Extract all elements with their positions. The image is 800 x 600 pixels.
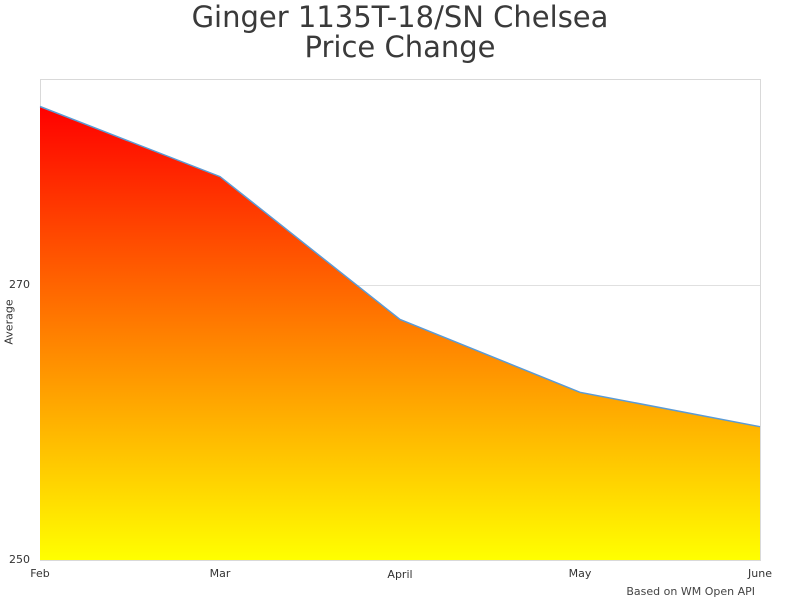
x-tick-label: June bbox=[748, 567, 772, 580]
credit-text: Based on WM Open API bbox=[626, 585, 755, 598]
x-tick-label: May bbox=[568, 567, 592, 580]
y-tick-label: 250 bbox=[9, 553, 30, 566]
x-tick-label: April bbox=[387, 568, 413, 581]
x-tick-label: Mar bbox=[209, 567, 231, 580]
x-tick-label: Feb bbox=[30, 567, 50, 580]
y-tick-label: 270 bbox=[9, 278, 30, 292]
chart-title-line2: Price Change bbox=[304, 30, 496, 64]
area-fill bbox=[40, 106, 760, 560]
chart-title-line1: Ginger 1135T-18/SN Chelsea bbox=[191, 0, 609, 34]
area-line bbox=[39, 105, 761, 428]
chart-title: Ginger 1135T-18/SN Chelsea Price Change bbox=[0, 0, 800, 62]
y-axis-label: Average bbox=[2, 299, 16, 345]
